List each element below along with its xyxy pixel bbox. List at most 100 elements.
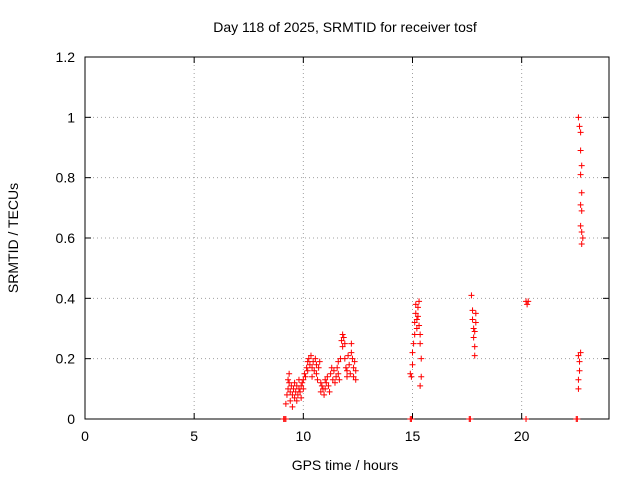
data-point [351, 358, 358, 365]
data-point [577, 201, 584, 208]
data-point [285, 385, 292, 392]
data-point [575, 352, 582, 359]
data-point [410, 340, 417, 347]
data-point [471, 343, 478, 350]
data-point [309, 373, 316, 380]
data-point [326, 388, 333, 395]
data-point [578, 228, 585, 235]
data-point [339, 343, 346, 350]
data-point [346, 361, 353, 368]
data-point [416, 298, 423, 305]
data-point [282, 400, 289, 407]
data-point [525, 298, 532, 305]
data-point [283, 391, 290, 398]
y-tick-label: 0.4 [56, 290, 76, 306]
data-point [347, 370, 354, 377]
data-point [575, 376, 582, 383]
data-point [348, 340, 355, 347]
y-tick-label: 1 [67, 109, 75, 125]
data-point [577, 349, 584, 356]
x-axis-label: GPS time / hours [292, 457, 399, 473]
chart-title: Day 118 of 2025, SRMTID for receiver tos… [213, 19, 477, 35]
data-point [408, 416, 415, 422]
data-point [409, 349, 416, 356]
data-point [579, 235, 586, 241]
data-point [329, 376, 336, 383]
data-point [297, 388, 304, 395]
data-point [321, 391, 328, 398]
data-point [299, 379, 306, 386]
data-point [286, 379, 293, 386]
data-point [291, 394, 298, 401]
data-point [288, 382, 295, 389]
data-point [577, 171, 584, 178]
data-point [411, 319, 418, 326]
data-point [289, 391, 296, 398]
data-point [471, 328, 478, 335]
data-point [330, 367, 337, 374]
data-point [578, 162, 585, 169]
data-point [311, 367, 318, 374]
data-point [306, 361, 313, 368]
data-point [412, 301, 419, 308]
data-point [324, 373, 331, 380]
data-point [413, 316, 420, 323]
data-point [341, 355, 348, 362]
data-point [300, 376, 307, 383]
data-point [417, 382, 424, 389]
data-point [470, 325, 477, 332]
data-point [312, 355, 319, 362]
data-point [578, 241, 585, 248]
x-tick-label: 20 [514, 428, 530, 444]
data-point [417, 340, 424, 347]
data-point [345, 352, 352, 359]
data-point [310, 358, 317, 365]
data-point [323, 379, 330, 386]
data-point [576, 358, 583, 365]
data-point [289, 403, 296, 410]
data-point [303, 364, 310, 371]
data-point [300, 385, 307, 392]
data-point [411, 331, 418, 338]
data-point [318, 382, 325, 389]
data-point [468, 292, 475, 299]
data-point [414, 304, 421, 311]
data-point [298, 394, 305, 401]
data-point [524, 301, 531, 308]
data-point [341, 340, 348, 347]
data-point [340, 334, 347, 341]
data-point [316, 358, 323, 365]
y-axis-label: SRMTID / TECUs [5, 183, 21, 293]
data-point [307, 352, 314, 359]
data-point [407, 370, 414, 377]
data-points [280, 114, 586, 422]
data-point [575, 114, 582, 121]
data-point [577, 129, 584, 136]
data-point [344, 373, 350, 380]
y-tick-label: 0.8 [56, 170, 76, 186]
data-point [470, 334, 477, 341]
x-tick-label: 10 [296, 428, 312, 444]
data-point [325, 382, 332, 389]
data-point [408, 373, 415, 380]
data-point [575, 385, 582, 392]
data-point [322, 376, 329, 383]
data-point [576, 123, 583, 130]
data-point [294, 391, 301, 398]
data-point [282, 416, 289, 422]
data-point [416, 322, 423, 329]
data-point [317, 379, 324, 386]
data-point [302, 373, 309, 380]
data-point [335, 370, 342, 377]
data-point [333, 373, 340, 380]
data-point [418, 355, 425, 362]
data-point [577, 147, 584, 154]
y-tick-label: 1.2 [56, 49, 76, 65]
data-point [350, 373, 357, 380]
data-point [336, 376, 343, 383]
data-point [314, 376, 321, 383]
data-point [413, 325, 420, 332]
data-point [290, 385, 297, 392]
data-point [577, 222, 584, 229]
